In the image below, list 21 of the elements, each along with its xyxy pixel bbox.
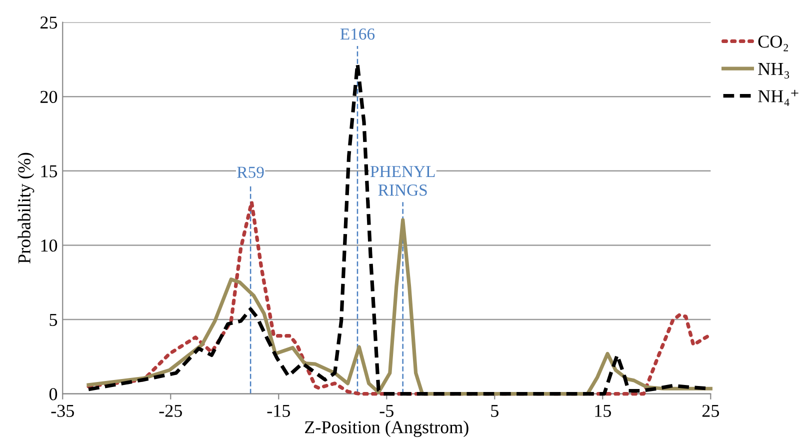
x-tick-label: 15 — [595, 404, 611, 417]
y-tick-label: 25 — [40, 16, 58, 29]
y-axis-title: Probability (%) — [18, 152, 34, 264]
ref-line-label: PHENYL RINGS — [370, 166, 435, 196]
x-tick-label: -35 — [51, 404, 74, 417]
y-tick-label: 10 — [41, 239, 58, 252]
legend-label: CO₂ — [758, 36, 788, 52]
y-tick-label: 5 — [50, 314, 58, 326]
x-tick-label: -5 — [380, 404, 394, 417]
x-tick-label: -15 — [267, 404, 290, 417]
x-axis-title: Z-Position (Angstrom) — [305, 420, 468, 438]
legend-label: NH₄⁺ — [758, 90, 798, 106]
x-tick-label: -25 — [159, 404, 182, 417]
x-tick-label: 25 — [702, 404, 719, 417]
y-tick-label: 20 — [40, 90, 58, 104]
ref-line-label: R59 — [237, 166, 264, 178]
ref-line-label: E166 — [340, 28, 375, 40]
y-tick-label: 0 — [49, 388, 58, 400]
legend-label: NH₃ — [758, 63, 790, 79]
y-tick-label: 15 — [41, 165, 58, 178]
x-tick-label: 5 — [491, 404, 498, 417]
